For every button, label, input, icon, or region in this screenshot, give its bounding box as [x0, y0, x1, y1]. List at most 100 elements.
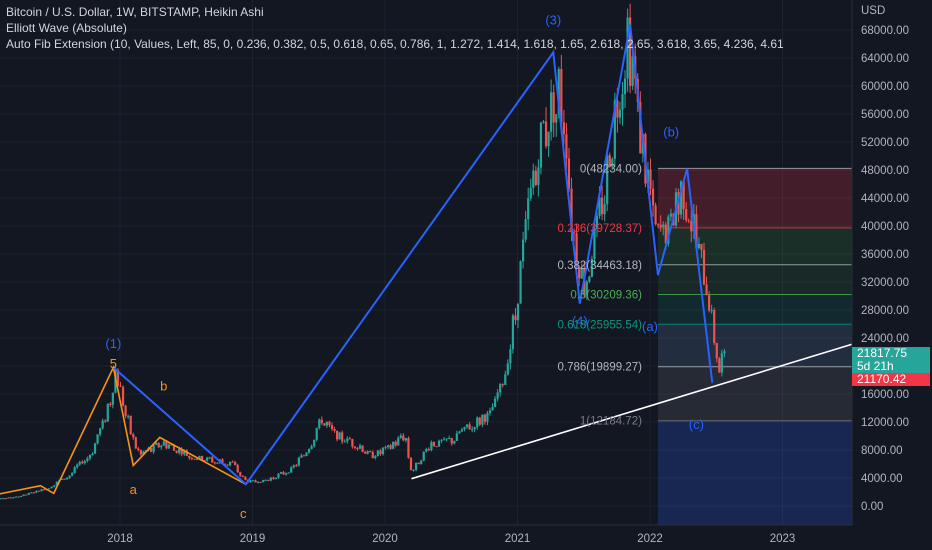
- candle-body: [371, 452, 374, 459]
- candle-body: [22, 494, 25, 497]
- price-tick-label: 52000.00: [861, 137, 909, 149]
- candle-body: [178, 448, 181, 453]
- candle-body: [139, 449, 142, 455]
- candle-body: [330, 425, 334, 430]
- candle-body: [445, 438, 448, 440]
- candle-body: [440, 439, 443, 441]
- candle-body: [124, 405, 127, 416]
- candle-body: [662, 224, 665, 228]
- price-tick-label: 28000.00: [861, 305, 909, 317]
- candle-body: [239, 472, 242, 476]
- fib-level-label: 0.5(30209.36): [570, 290, 642, 302]
- candle-body: [369, 451, 372, 453]
- candle-body: [129, 415, 132, 435]
- candle-body: [386, 445, 390, 448]
- candle-body: [509, 349, 512, 364]
- candle-body: [338, 432, 341, 440]
- fib-extension-indicator-title[interactable]: Auto Fib Extension (10, Values, Left, 85…: [6, 37, 784, 51]
- candle-body: [348, 438, 351, 440]
- candle-body: [539, 122, 543, 168]
- candle-body: [501, 384, 504, 386]
- candle-body: [720, 353, 723, 373]
- candle-body: [353, 446, 357, 448]
- price-axis[interactable]: USD0.004000.008000.0012000.0016000.00200…: [851, 0, 932, 550]
- candle-body: [565, 134, 568, 159]
- candle-body: [99, 428, 102, 435]
- candle-body: [2, 498, 5, 500]
- fib-level-label: 0.786(19899.27): [558, 362, 643, 374]
- candle-body: [478, 417, 481, 425]
- price-tick-label: 8000.00: [861, 445, 903, 457]
- candle-body: [121, 386, 125, 406]
- candle-body: [152, 444, 155, 452]
- candle-body: [407, 438, 410, 458]
- candle-body: [514, 315, 517, 321]
- candle-body: [180, 448, 183, 455]
- candle-body: [414, 462, 418, 470]
- candle-body: [0, 498, 2, 500]
- candle-body: [631, 56, 634, 86]
- price-tick-label: 48000.00: [861, 165, 909, 177]
- candle-body: [499, 384, 502, 393]
- candle-body: [343, 441, 346, 443]
- candle-body: [76, 464, 79, 468]
- candle-body: [534, 170, 537, 185]
- candle-body: [679, 181, 683, 215]
- candle-body: [221, 459, 224, 464]
- candle-body: [32, 492, 35, 494]
- candle-body: [170, 444, 173, 446]
- symbol-title[interactable]: Bitcoin / U.S. Dollar, 1W, BITSTAMP, Hei…: [6, 5, 264, 19]
- candle-body: [590, 258, 594, 277]
- candle-body: [389, 445, 392, 449]
- candle-body: [473, 427, 476, 430]
- candle-body: [188, 455, 191, 458]
- candle-body: [200, 455, 204, 461]
- wave-a-label: (a): [642, 319, 658, 334]
- candle-body: [623, 78, 627, 95]
- candle-body: [351, 439, 354, 447]
- candle-body: [600, 197, 604, 215]
- candle-body: [516, 303, 520, 321]
- candle-body: [119, 385, 122, 387]
- candle-body: [236, 465, 239, 473]
- fib-zone: [657, 366, 852, 421]
- candle-body: [318, 419, 321, 428]
- fib-zone: [657, 324, 852, 367]
- candle-body: [606, 155, 609, 205]
- candle-body: [37, 490, 41, 492]
- candle-body: [70, 473, 74, 476]
- candle-body: [111, 392, 114, 405]
- candle-body: [116, 370, 120, 386]
- candle-body: [527, 198, 530, 220]
- candle-body: [160, 445, 163, 448]
- wave-c-label: (c): [689, 417, 704, 432]
- grid: [0, 0, 852, 525]
- candle-body: [157, 442, 160, 448]
- candle-body: [341, 432, 344, 442]
- candle-body: [25, 494, 28, 496]
- wave-3-label: (3): [545, 12, 561, 27]
- candle-body: [702, 249, 706, 285]
- candle-body: [81, 461, 84, 464]
- candle-body: [254, 480, 257, 483]
- candle-body: [448, 437, 451, 439]
- candle-body: [506, 363, 509, 375]
- candle-body: [695, 214, 698, 249]
- price-tick-label: 60000.00: [861, 81, 909, 93]
- elliott-wave-indicator-title[interactable]: Elliott Wave (Absolute): [6, 21, 127, 35]
- time-axis[interactable]: 2018 2019 2020 2021 2022 2023: [0, 524, 852, 545]
- candle-body: [48, 488, 51, 490]
- candle-body: [450, 437, 453, 444]
- candle-body: [172, 445, 176, 451]
- candle-body: [228, 461, 232, 466]
- candle-body: [651, 188, 655, 206]
- candle-body: [262, 479, 265, 483]
- candle-body: [9, 497, 13, 499]
- chart-legend: Bitcoin / U.S. Dollar, 1W, BITSTAMP, Hei…: [6, 4, 784, 52]
- candle-body: [708, 295, 711, 311]
- candle-body: [381, 447, 385, 455]
- candle-body: [465, 424, 469, 427]
- candle-body: [420, 460, 423, 465]
- candle-body: [193, 458, 196, 460]
